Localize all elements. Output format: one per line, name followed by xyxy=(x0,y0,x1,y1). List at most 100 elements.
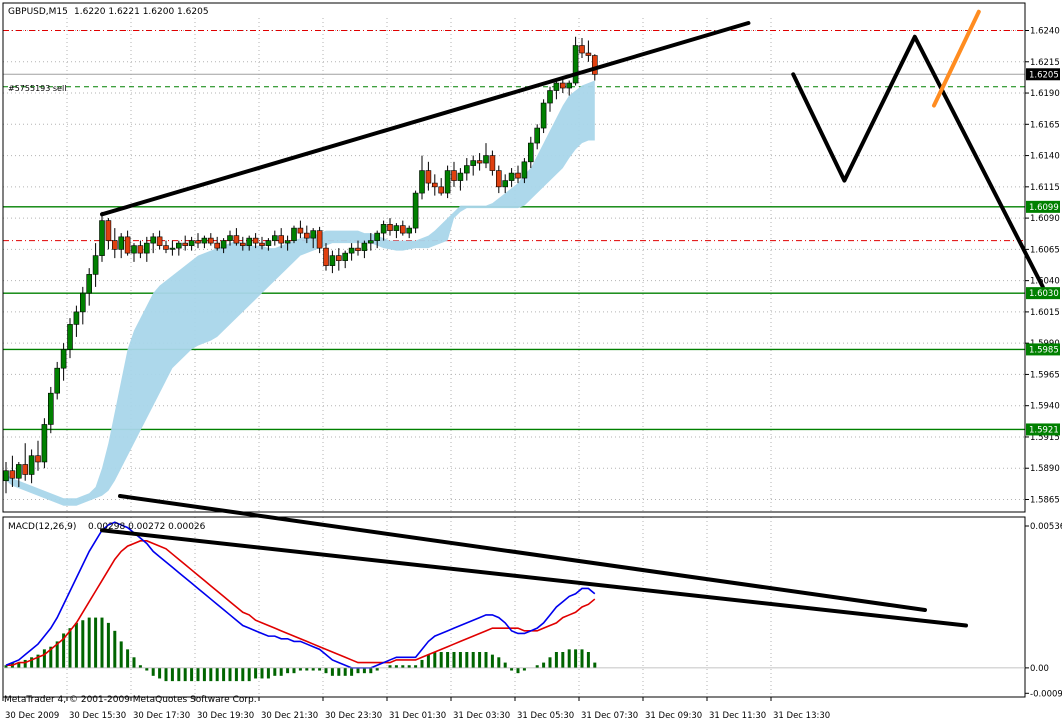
candle xyxy=(393,223,400,239)
candle-body xyxy=(271,235,278,241)
candle-body xyxy=(521,161,528,179)
candle xyxy=(399,220,406,236)
candle-body xyxy=(508,172,515,181)
candle-body xyxy=(329,255,336,266)
candle xyxy=(284,235,291,251)
candle-body xyxy=(137,245,144,254)
price-tick-label: 1.5865 xyxy=(1030,495,1060,505)
candle xyxy=(99,211,105,262)
candle-body xyxy=(9,470,16,479)
candle-body xyxy=(92,255,99,275)
candle-body xyxy=(227,235,233,241)
macd-name: MACD(12,26,9) xyxy=(8,522,76,532)
macd-tick-label: -0.00096 xyxy=(1030,689,1062,699)
candle xyxy=(271,230,278,246)
candle xyxy=(367,233,374,251)
order-label[interactable]: #5755193 sell xyxy=(8,84,66,93)
macd-tick-label: 0.00536 xyxy=(1030,522,1062,532)
candle-body xyxy=(291,227,297,241)
candle xyxy=(156,230,163,250)
candle xyxy=(547,86,553,112)
price-tick-label: 1.6015 xyxy=(1030,308,1060,318)
candle-body xyxy=(278,235,285,244)
macd-values: 0.00298 0.00272 0.00026 xyxy=(88,522,206,532)
candle xyxy=(412,190,419,234)
candle xyxy=(60,343,67,381)
candle-body xyxy=(144,242,150,254)
candle-body xyxy=(67,324,73,350)
candle-body xyxy=(572,45,579,84)
candle-body xyxy=(99,220,105,256)
support-level-badge xyxy=(1026,287,1060,300)
price-pane-frame xyxy=(2,2,1026,513)
candle xyxy=(521,158,528,184)
candle xyxy=(572,36,579,86)
candle xyxy=(112,228,118,259)
support-level-badge xyxy=(1026,200,1060,213)
candle-body xyxy=(374,232,381,241)
candle-body xyxy=(457,172,464,181)
candle-body xyxy=(534,127,541,144)
candle xyxy=(246,235,252,251)
candle-body xyxy=(393,225,400,231)
candle xyxy=(303,225,310,244)
candle xyxy=(201,235,208,249)
candle-body xyxy=(150,236,156,244)
candle-body xyxy=(566,82,573,89)
drawings xyxy=(100,9,1045,628)
candle-body xyxy=(502,180,509,188)
candle xyxy=(425,161,432,191)
candle xyxy=(342,250,349,269)
candle xyxy=(406,225,413,239)
support-level-label: 1.5985 xyxy=(1029,345,1059,355)
time-tick-label: 31 Dec 03:30 xyxy=(453,711,510,721)
candle-body xyxy=(399,225,406,234)
candle xyxy=(80,286,86,325)
candle xyxy=(457,168,464,191)
candle xyxy=(265,238,272,251)
candle-body xyxy=(483,155,489,164)
candle-body xyxy=(355,247,361,251)
candle-body xyxy=(444,170,451,194)
candle xyxy=(47,386,54,434)
candle xyxy=(227,230,233,246)
candle xyxy=(54,361,61,400)
candle xyxy=(240,236,246,251)
candle xyxy=(195,233,201,249)
candle xyxy=(444,165,451,199)
candle xyxy=(431,174,438,196)
candle xyxy=(41,418,48,469)
time-tick-label: 30 Dec 17:30 xyxy=(133,711,190,721)
candle xyxy=(335,248,342,271)
candle xyxy=(3,461,9,494)
price-tick-label: 1.6140 xyxy=(1030,152,1060,162)
candle-body xyxy=(316,230,323,249)
candle xyxy=(105,218,112,250)
support-level-label: 1.6030 xyxy=(1029,289,1059,299)
candle-body xyxy=(201,237,208,244)
cloud-area xyxy=(6,80,595,506)
candle xyxy=(534,124,541,150)
candle xyxy=(297,220,304,239)
price-tick-label: 1.5915 xyxy=(1030,433,1060,443)
candle-body xyxy=(265,240,272,246)
candle-body xyxy=(188,240,195,246)
candle-body xyxy=(342,252,349,261)
price-tick-label: 1.6190 xyxy=(1030,89,1060,99)
candle-body xyxy=(259,242,265,246)
candle-body xyxy=(527,142,534,163)
candle xyxy=(508,168,515,187)
candle xyxy=(176,240,182,256)
candle xyxy=(310,228,317,249)
candle-body xyxy=(163,245,169,250)
price-tick-label: 1.6165 xyxy=(1030,120,1060,130)
candle-body xyxy=(80,292,86,313)
candle-body xyxy=(156,236,163,246)
candle-body xyxy=(515,172,521,179)
candle-body xyxy=(470,160,477,166)
price-tick-label: 1.6215 xyxy=(1030,58,1060,68)
candle xyxy=(73,305,80,337)
candle xyxy=(559,78,566,94)
